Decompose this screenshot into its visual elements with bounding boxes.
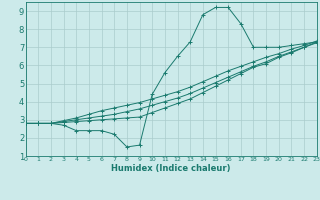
X-axis label: Humidex (Indice chaleur): Humidex (Indice chaleur) — [111, 164, 231, 173]
